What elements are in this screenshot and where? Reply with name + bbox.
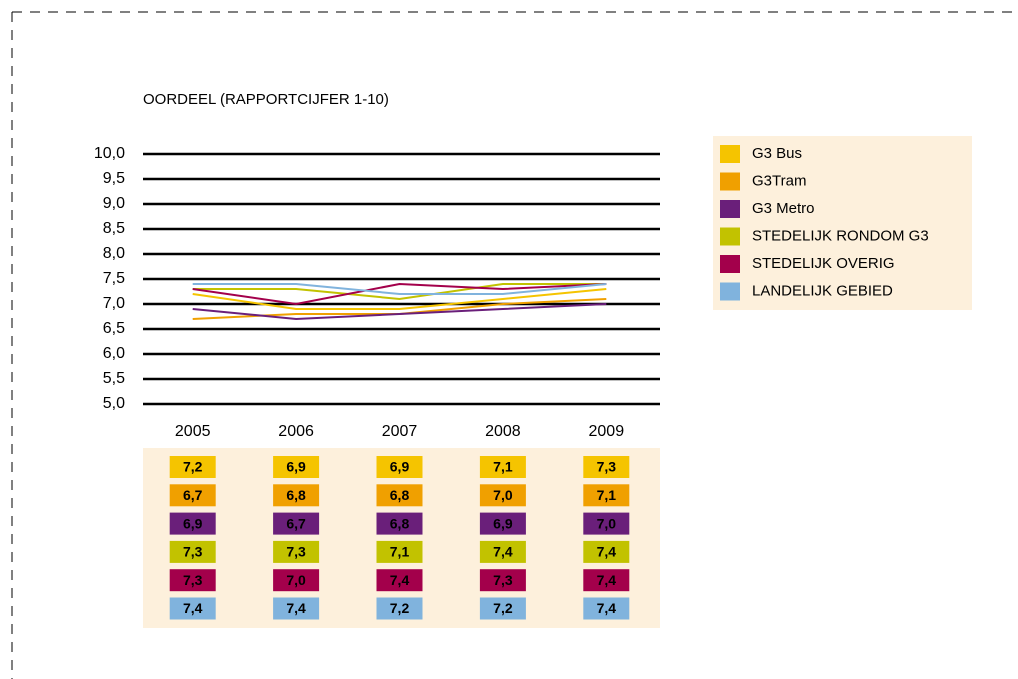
legend-bg bbox=[713, 136, 972, 310]
value-box bbox=[479, 569, 526, 592]
value-label: 7,0 bbox=[493, 487, 513, 503]
value-box bbox=[479, 512, 526, 535]
value-box bbox=[169, 484, 216, 507]
value-box bbox=[273, 484, 320, 507]
value-label: 7,4 bbox=[286, 600, 306, 616]
value-label: 7,2 bbox=[390, 600, 410, 616]
value-label: 7,4 bbox=[597, 544, 617, 560]
x-tick-label: 2006 bbox=[278, 423, 314, 440]
series-line bbox=[192, 283, 607, 295]
value-label: 7,3 bbox=[493, 572, 513, 588]
value-label: 7,4 bbox=[597, 572, 617, 588]
value-label: 7,1 bbox=[390, 544, 410, 560]
x-tick-label: 2005 bbox=[175, 423, 211, 440]
value-label: 7,0 bbox=[286, 572, 306, 588]
y-tick-label: 6,5 bbox=[103, 320, 125, 337]
value-label: 7,4 bbox=[183, 600, 203, 616]
chart-title: OORDEEL (RAPPORTCIJFER 1-10) bbox=[143, 91, 389, 108]
value-label: 6,7 bbox=[286, 515, 306, 531]
value-box bbox=[583, 456, 630, 478]
y-tick-label: 9,0 bbox=[103, 195, 125, 212]
value-label: 7,1 bbox=[597, 487, 617, 503]
value-label: 6,9 bbox=[390, 459, 410, 475]
value-box bbox=[273, 512, 320, 535]
value-label: 7,2 bbox=[183, 459, 203, 475]
value-label: 7,3 bbox=[183, 572, 203, 588]
y-tick-label: 7,0 bbox=[103, 295, 125, 312]
legend-label: LANDELIJK GEBIED bbox=[752, 282, 893, 299]
value-box bbox=[376, 456, 423, 478]
value-label: 7,4 bbox=[493, 544, 513, 560]
y-tick-label: 9,5 bbox=[103, 170, 125, 187]
y-tick-label: 8,0 bbox=[103, 245, 125, 262]
series-line bbox=[192, 282, 607, 306]
value-label: 7,1 bbox=[493, 459, 513, 475]
value-box bbox=[376, 484, 423, 507]
series-line bbox=[192, 288, 607, 310]
value-box bbox=[169, 540, 216, 563]
value-box bbox=[169, 512, 216, 535]
y-tick-label: 5,0 bbox=[103, 395, 125, 412]
value-label: 7,3 bbox=[183, 544, 203, 560]
value-box bbox=[169, 456, 216, 478]
series-line bbox=[192, 303, 607, 321]
x-tick-label: 2008 bbox=[485, 423, 521, 440]
legend-label: STEDELIJK OVERIG bbox=[752, 255, 895, 272]
value-box bbox=[273, 456, 320, 478]
y-tick-label: 6,0 bbox=[103, 345, 125, 362]
value-box bbox=[583, 597, 630, 620]
value-box bbox=[169, 597, 216, 620]
y-tick-label: 8,5 bbox=[103, 220, 125, 237]
x-tick-label: 2007 bbox=[382, 423, 418, 440]
legend-label: G3 Bus bbox=[752, 145, 802, 162]
value-label: 7,3 bbox=[286, 544, 306, 560]
value-box bbox=[583, 512, 630, 535]
value-box bbox=[273, 569, 320, 592]
value-box bbox=[273, 540, 320, 563]
value-box bbox=[479, 540, 526, 563]
value-label: 6,8 bbox=[390, 515, 410, 531]
value-box bbox=[479, 456, 526, 478]
legend-swatch bbox=[720, 145, 740, 163]
legend-label: STEDELIJK RONDOM G3 bbox=[752, 227, 929, 244]
x-tick-label: 2009 bbox=[589, 423, 625, 440]
value-box bbox=[479, 484, 526, 507]
value-label: 6,8 bbox=[390, 487, 410, 503]
value-box bbox=[583, 484, 630, 507]
y-tick-label: 5,5 bbox=[103, 370, 125, 387]
value-label: 7,2 bbox=[493, 600, 513, 616]
legend-swatch bbox=[720, 200, 740, 218]
value-box bbox=[376, 540, 423, 563]
value-label: 7,3 bbox=[597, 459, 617, 475]
value-box bbox=[273, 597, 320, 620]
value-box bbox=[376, 512, 423, 535]
value-box bbox=[479, 597, 526, 620]
y-tick-label: 7,5 bbox=[103, 270, 125, 287]
series-line bbox=[192, 283, 607, 301]
value-label: 6,9 bbox=[286, 459, 306, 475]
legend-swatch bbox=[720, 227, 740, 246]
legend-swatch bbox=[720, 172, 740, 191]
legend-swatch bbox=[720, 282, 740, 301]
value-label: 7,4 bbox=[597, 600, 617, 616]
value-box bbox=[376, 569, 423, 592]
value-label: 6,7 bbox=[183, 487, 203, 503]
value-box bbox=[583, 569, 630, 592]
value-label: 6,9 bbox=[493, 515, 513, 531]
value-box bbox=[169, 569, 216, 592]
value-box bbox=[376, 597, 423, 620]
value-label: 7,0 bbox=[597, 515, 617, 531]
value-label: 7,4 bbox=[390, 572, 410, 588]
value-label: 6,9 bbox=[183, 515, 203, 531]
y-tick-label: 10,0 bbox=[94, 145, 125, 162]
value-box bbox=[583, 540, 630, 563]
legend-swatch bbox=[720, 255, 740, 273]
legend-label: G3 Metro bbox=[752, 200, 815, 217]
legend-label: G3Tram bbox=[752, 172, 806, 189]
value-label: 6,8 bbox=[286, 487, 306, 503]
